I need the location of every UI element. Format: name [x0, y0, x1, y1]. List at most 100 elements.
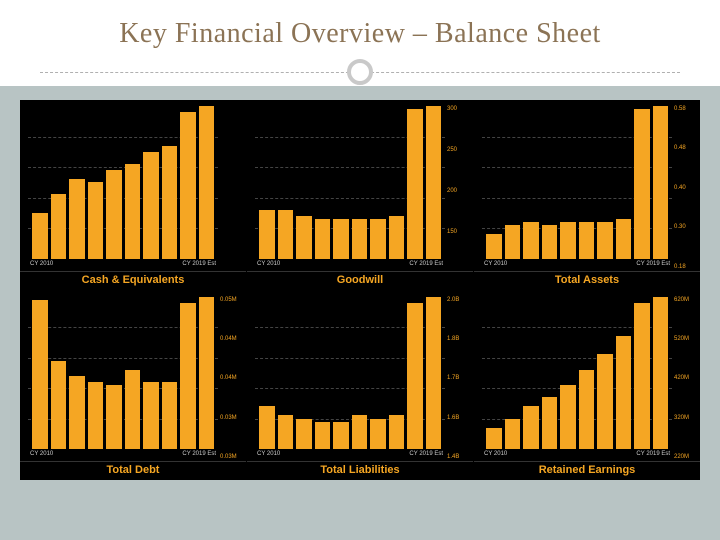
bar — [370, 219, 386, 259]
chart-xlabels: CY 2010 CY 2019 Est — [20, 451, 246, 461]
bar — [579, 370, 595, 449]
bar — [542, 397, 558, 449]
bar — [389, 216, 405, 259]
bar — [199, 106, 215, 259]
xaxis-left-label: CY 2010 — [257, 451, 280, 461]
page-title: Key Financial Overview – Balance Sheet — [40, 18, 680, 50]
chart-xlabels: CY 2010 CY 2019 Est — [20, 261, 246, 271]
chart-title: Retained Earnings — [474, 461, 700, 480]
ytick-label: 0.18 — [674, 264, 686, 270]
xaxis-left-label: CY 2010 — [30, 451, 53, 461]
bar — [278, 415, 294, 449]
ytick-label: 300 — [447, 106, 457, 112]
ytick-label: 1.8B — [447, 336, 459, 342]
chart-plot — [28, 106, 218, 259]
chart-plot — [255, 297, 445, 450]
chart-panel-1: 300250200150CY 2010CY 2019 EstGoodwill — [247, 100, 473, 290]
bar — [259, 210, 275, 259]
ytick-label: 220M — [674, 454, 689, 460]
chart-panel-2: 0.580.480.400.300.18CY 2010CY 2019 EstTo… — [474, 100, 700, 290]
chart-panel-4: 2.0B1.8B1.7B1.6B1.4BCY 2010CY 2019 EstTo… — [247, 291, 473, 481]
bar — [333, 422, 349, 449]
bar — [560, 385, 576, 449]
chart-yticks: 0.05M0.04M0.04M0.03M0.03M — [220, 297, 244, 461]
chart-bars — [482, 106, 672, 259]
chart-bars — [28, 106, 218, 259]
bar — [426, 297, 442, 450]
bar — [51, 361, 67, 449]
chart-xlabels: CY 2010 CY 2019 Est — [474, 451, 700, 461]
xaxis-left-label: CY 2010 — [30, 261, 53, 271]
ytick-label: 320M — [674, 415, 689, 421]
ytick-label: 250 — [447, 147, 457, 153]
xaxis-right-label: CY 2019 Est — [409, 451, 443, 461]
chart-xlabels: CY 2010CY 2019 Est — [474, 261, 700, 271]
chart-title: Total Assets — [474, 271, 700, 290]
xaxis-right-label: CY 2019 Est — [409, 261, 443, 271]
chart-plot — [28, 297, 218, 450]
ytick-label: 0.58 — [674, 106, 686, 112]
chart-plot — [255, 106, 445, 259]
bar — [597, 354, 613, 449]
chart-plot — [482, 106, 672, 259]
bar — [560, 222, 576, 259]
ytick-label: 0.03M — [220, 454, 237, 460]
bar — [106, 170, 122, 258]
bar — [653, 297, 669, 450]
xaxis-right-label: CY 2019 Est — [636, 451, 670, 461]
chart-bars — [482, 297, 672, 450]
xaxis-right-label: CY 2019 Est — [636, 261, 670, 271]
chart-title: Goodwill — [247, 271, 473, 290]
chart-bars — [255, 297, 445, 450]
ytick-label: 0.04M — [220, 336, 237, 342]
ytick-label: 420M — [674, 375, 689, 381]
bar — [32, 300, 48, 449]
bar — [69, 179, 85, 258]
bar — [407, 109, 423, 258]
chart-title: Total Liabilities — [247, 461, 473, 480]
bar — [88, 382, 104, 449]
bar — [523, 406, 539, 449]
title-area: Key Financial Overview – Balance Sheet — [0, 0, 720, 58]
ytick-label: 620M — [674, 297, 689, 303]
bar — [180, 112, 196, 258]
bar — [352, 415, 368, 449]
ytick-label: 1.6B — [447, 415, 459, 421]
bar — [315, 422, 331, 449]
xaxis-right-label: CY 2019 Est — [182, 451, 216, 461]
slide: Key Financial Overview – Balance Sheet C… — [0, 0, 720, 540]
chart-panel-5: 620M 520M 420M 320M 220M CY 2010 CY 2019 EstRe… — [474, 291, 700, 481]
ytick-label: 0.48 — [674, 145, 686, 151]
ytick-label: 0.04M — [220, 375, 237, 381]
content-area: CY 2010CY 2019 EstCash & Equivalents3002… — [0, 86, 720, 540]
ytick-label: 200 — [447, 188, 457, 194]
bar — [199, 297, 215, 450]
bar — [370, 419, 386, 450]
divider-circle-icon — [347, 59, 373, 85]
bar — [296, 419, 312, 450]
xaxis-right-label: CY 2019 Est — [182, 261, 216, 271]
bar — [407, 303, 423, 449]
bar — [143, 152, 159, 259]
bar — [505, 225, 521, 259]
bar — [125, 164, 141, 259]
xaxis-left-label: CY 2010 — [257, 261, 280, 271]
bar — [259, 406, 275, 449]
chart-yticks: 2.0B1.8B1.7B1.6B1.4B — [447, 297, 471, 461]
ytick-label: 2.0B — [447, 297, 459, 303]
bar — [542, 225, 558, 259]
bar — [352, 219, 368, 259]
ytick-label: 520M — [674, 336, 689, 342]
bar — [162, 146, 178, 259]
xaxis-left-label: CY 2010 — [484, 451, 507, 461]
bar — [278, 210, 294, 259]
bar — [333, 219, 349, 259]
bar — [51, 194, 67, 258]
bar — [125, 370, 141, 449]
ytick-label: 0.05M — [220, 297, 237, 303]
chart-xlabels: CY 2010 CY 2019 Est — [247, 261, 473, 271]
bar — [634, 303, 650, 449]
chart-yticks — [220, 106, 244, 270]
chart-xlabels: CY 2010 CY 2019 Est — [247, 451, 473, 461]
bar — [634, 109, 650, 258]
